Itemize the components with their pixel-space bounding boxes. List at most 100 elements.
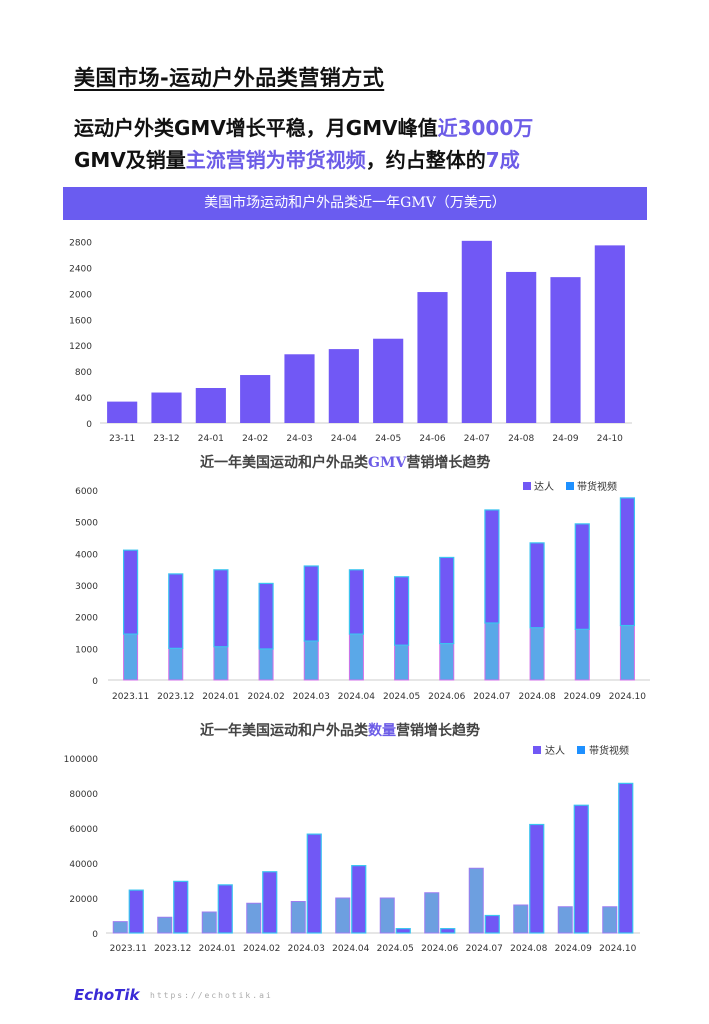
video-bar-segment <box>439 556 455 645</box>
video-bar-segment <box>168 573 184 649</box>
headline-highlight-peak: 近3000万 <box>437 116 534 140</box>
video-bar-segment <box>122 549 139 635</box>
x-tick-label: 24-06 <box>419 434 445 444</box>
kol-bar <box>513 904 529 934</box>
x-tick-label: 2023.12 <box>154 944 191 954</box>
video-bar-segment <box>619 497 636 627</box>
kol-bar <box>602 906 618 934</box>
legend-swatch-video <box>577 746 585 754</box>
headline-text: 运动户外类GMV增长平稳，月GMV峰值 <box>74 116 438 140</box>
x-tick-label: 24-01 <box>198 434 224 444</box>
video-bar <box>173 880 189 934</box>
y-tick-label: 60000 <box>69 825 98 835</box>
kol-bar-segment <box>619 625 635 681</box>
legend-label-video: 带货视频 <box>577 480 617 493</box>
y-tick-label: 2000 <box>75 614 98 624</box>
video-bar <box>217 884 233 934</box>
y-tick-label: 1600 <box>69 316 92 326</box>
x-tick-label: 2023.12 <box>157 692 194 702</box>
y-tick-label: 1000 <box>75 645 98 655</box>
y-tick-label: 100000 <box>64 755 99 765</box>
chart3-title-a: 近一年美国运动和户外品类 <box>200 723 368 739</box>
kol-bar <box>335 897 351 934</box>
video-bar-segment <box>484 509 500 624</box>
kol-bar-segment <box>484 622 500 681</box>
headline-highlight-share: 7成 <box>485 148 520 172</box>
x-tick-label: 2024.02 <box>243 944 280 954</box>
kol-bar-segment <box>258 648 274 681</box>
y-tick-label: 2400 <box>69 264 92 274</box>
x-tick-label: 2024.09 <box>564 692 601 702</box>
y-tick-label: 6000 <box>75 487 98 497</box>
kol-bar <box>557 906 573 934</box>
gmv-bar <box>373 338 404 423</box>
x-tick-label: 2024.02 <box>247 692 284 702</box>
kol-bar <box>112 921 128 934</box>
headline-text-3: ，约占整体的 <box>365 148 486 172</box>
kol-bar <box>290 901 306 934</box>
x-tick-label: 2024.04 <box>338 692 375 702</box>
kol-bar-segment <box>574 628 590 681</box>
kol-bar <box>157 916 173 934</box>
kol-bar-segment <box>168 647 184 681</box>
x-tick-label: 24-07 <box>464 434 490 444</box>
x-tick-label: 2024.07 <box>473 692 510 702</box>
gmv-bar <box>550 277 581 423</box>
video-bar <box>395 928 411 934</box>
y-tick-label: 0 <box>92 930 98 940</box>
headline: 运动户外类GMV增长平稳，月GMV峰值近3000万 GMV及销量主流营销为带货视… <box>74 112 674 176</box>
x-tick-label: 2024.04 <box>332 944 369 954</box>
kol-bar-segment <box>123 633 139 681</box>
y-tick-label: 2000 <box>69 290 92 300</box>
kol-bar-segment <box>529 627 545 681</box>
kol-bar-segment <box>303 640 319 681</box>
legend-swatch-video <box>566 482 574 490</box>
x-tick-label: 24-08 <box>508 434 534 444</box>
legend-label-kol: 达人 <box>545 745 565 757</box>
chart1-title-banner: 美国市场运动和户外品类近一年GMV（万美元） <box>63 187 647 220</box>
chart3-title-b: 数量 <box>368 723 396 739</box>
kol-bar <box>201 911 217 934</box>
gmv-bar <box>240 375 271 423</box>
gmv-bar <box>195 387 226 423</box>
kol-bar <box>468 867 484 934</box>
footer-url: https://echotik.ai <box>150 991 273 1000</box>
video-bar-segment <box>574 523 590 630</box>
video-bar <box>128 889 144 934</box>
x-tick-label: 23-11 <box>109 434 135 444</box>
x-tick-label: 2024.05 <box>383 692 420 702</box>
gmv-bar <box>506 271 537 423</box>
gmv-bar <box>107 401 138 423</box>
video-bar <box>440 928 456 934</box>
y-tick-label: 800 <box>75 368 92 378</box>
gmv-bar-chart: 0 400 800 1200 1600 2000 2400 2800 23-11 23-12 24-… <box>69 238 632 444</box>
x-tick-label: 2023.11 <box>110 944 147 954</box>
gmv-marketing-stacked-chart: 0 1000 2000 3000 4000 5000 6000 2023.11 2023.12 2… <box>75 480 650 702</box>
x-tick-label: 24-02 <box>242 434 268 444</box>
y-tick-label: 20000 <box>69 895 98 905</box>
kol-bar-segment <box>439 643 455 681</box>
kol-bar-segment <box>348 633 364 681</box>
x-tick-label: 23-12 <box>153 434 179 444</box>
video-bar-segment <box>529 542 545 629</box>
video-bar-segment <box>303 565 319 642</box>
video-bar-segment <box>213 569 229 648</box>
x-tick-label: 2024.01 <box>199 944 236 954</box>
gmv-bar <box>151 392 182 423</box>
legend-label-kol: 达人 <box>534 481 554 493</box>
chart2-title-b: GMV <box>368 455 407 471</box>
x-tick-label: 24-05 <box>375 434 401 444</box>
y-tick-label: 400 <box>75 394 92 404</box>
x-tick-label: 2024.08 <box>510 944 547 954</box>
gmv-bar <box>417 292 448 423</box>
chart2-title-a: 近一年美国运动和户外品类 <box>200 455 368 471</box>
x-tick-label: 2024.05 <box>377 944 414 954</box>
y-tick-label: 3000 <box>75 582 98 592</box>
x-tick-label: 24-09 <box>552 434 578 444</box>
gmv-bar <box>284 354 315 423</box>
video-bar-segment <box>393 576 410 646</box>
video-bar-segment <box>258 582 274 650</box>
y-tick-label: 5000 <box>75 519 98 529</box>
video-bar <box>351 865 367 934</box>
video-bar <box>618 782 634 934</box>
